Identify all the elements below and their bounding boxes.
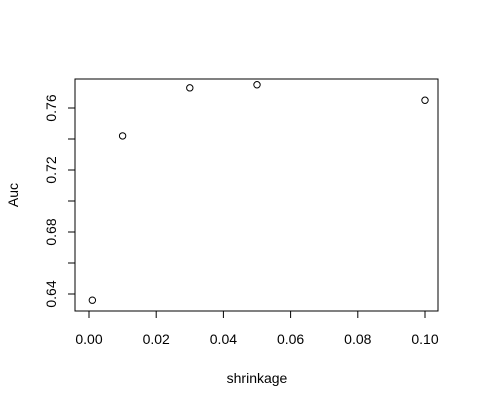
- y-axis-label: Auc: [5, 183, 21, 207]
- data-point: [118, 132, 127, 140]
- plot-frame: [74, 78, 439, 312]
- x-axis: 0.00 0.02 0.04 0.06 0.08 0.10: [75, 311, 439, 347]
- y-tick-label: 0.76: [43, 94, 59, 121]
- x-axis-label: shrinkage: [227, 370, 288, 386]
- y-tick-label: 0.72: [43, 156, 59, 183]
- x-tick-label: 0.06: [277, 331, 304, 347]
- x-tick-label: 0.04: [210, 331, 237, 347]
- data-point: [88, 296, 97, 304]
- y-tick-label: 0.68: [43, 218, 59, 245]
- data-point: [421, 96, 429, 104]
- x-tick-label: 0.10: [411, 331, 438, 347]
- data-point: [253, 81, 261, 89]
- x-tick-label: 0.02: [143, 331, 170, 347]
- x-tick-label: 0.08: [344, 331, 371, 347]
- x-tick-label: 0.00: [75, 331, 102, 347]
- y-axis: 0.64 0.68 0.72 0.76: [43, 94, 75, 308]
- y-tick-label: 0.64: [43, 280, 59, 307]
- data-points: [88, 81, 429, 304]
- data-point: [186, 84, 194, 92]
